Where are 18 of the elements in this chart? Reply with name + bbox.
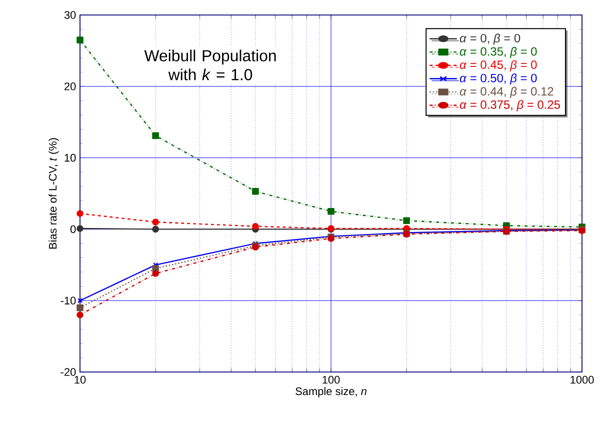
legend-label: α = 0.50, β = 0: [460, 74, 537, 85]
x-tick-label: 100: [322, 376, 340, 384]
y-tick-label: 0: [70, 225, 76, 234]
y-tick-label: 30: [64, 11, 76, 19]
x-axis-title: Sample size, n: [296, 387, 366, 398]
x-tick-label: 10: [74, 376, 86, 384]
y-tick-label: 20: [64, 82, 76, 90]
text: Weibull Population with k = 1.0: [144, 50, 276, 80]
x-tick-label: 1000: [570, 376, 594, 384]
legend-label: α = 0, β = 0: [460, 34, 520, 45]
legend-label: α = 0.44, β = 0.12: [460, 86, 554, 98]
y-tick-label: 10: [64, 154, 76, 162]
legend-label: α = 0.45, β = 0: [460, 60, 537, 72]
y-axis-title: Bias rate of L-CV, t (%): [48, 138, 59, 249]
legend-label: α = 0.35, β = 0: [460, 46, 537, 58]
legend-label: α = 0.375, β = 0.25: [460, 100, 560, 112]
y-tick-label: -10: [60, 296, 76, 304]
y-tick-label: -20: [60, 368, 76, 376]
